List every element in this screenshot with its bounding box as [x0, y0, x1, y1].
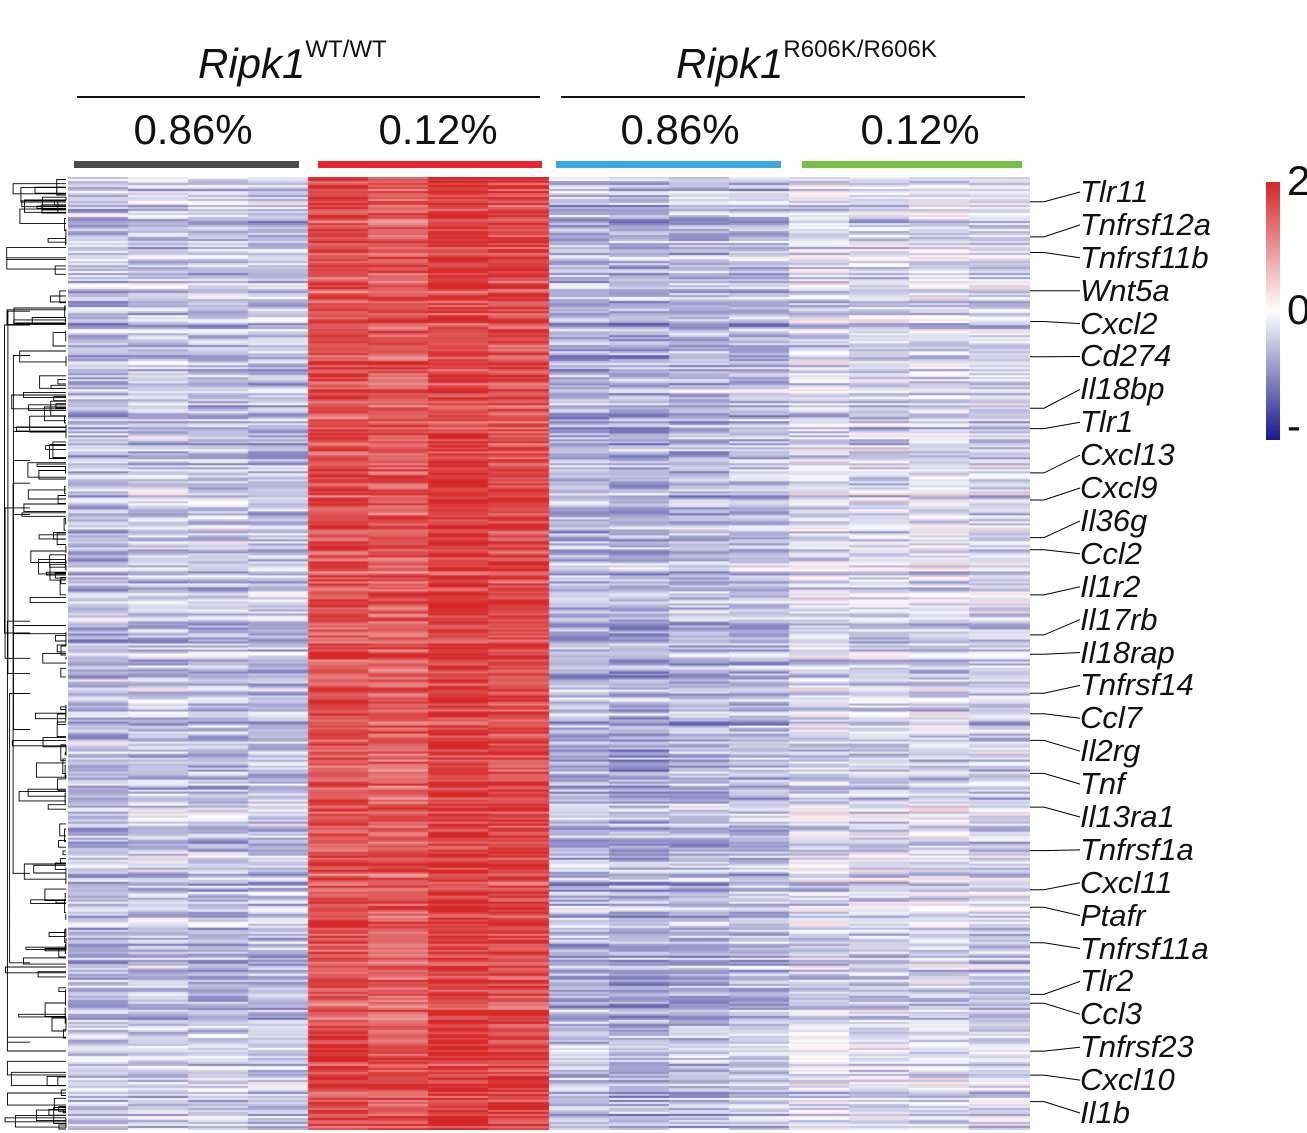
- color-scale-max-label: 2: [1287, 157, 1307, 204]
- condition-label-wt-high: 0.86%: [133, 106, 253, 153]
- leader-line-il18rap: [1030, 652, 1081, 655]
- group-title-mut-superscript: R606K/R606K: [783, 36, 937, 63]
- leader-line-tnf: [1030, 772, 1081, 785]
- dendrogram-branches: [4, 178, 67, 1130]
- color-scale-bar: [1266, 182, 1280, 440]
- gene-label-cxcl13: Cxcl13: [1080, 437, 1175, 473]
- gene-label-tlr2: Tlr2: [1080, 963, 1134, 999]
- leader-line-il18bp: [1030, 388, 1081, 409]
- gene-label-cxcl9: Cxcl9: [1080, 470, 1158, 506]
- color-scale-mid-label: 0: [1287, 286, 1307, 333]
- gene-leader-lines: [1030, 191, 1081, 1114]
- gene-label-tnfrsf11a: Tnfrsf11a: [1080, 930, 1209, 966]
- gene-label-il2rg: Il2rg: [1080, 733, 1141, 769]
- leader-line-cxcl9: [1030, 487, 1081, 501]
- group-title-wt-gene: Ripk1: [198, 40, 306, 87]
- row-dendrogram: [4, 178, 67, 1130]
- gene-label-tlr1: Tlr1: [1080, 404, 1134, 440]
- leader-line-tlr11: [1030, 191, 1081, 203]
- group-title-wt: Ripk1WT/WT: [198, 36, 387, 88]
- gene-label-ccl2: Ccl2: [1080, 535, 1143, 571]
- gene-label-tnfrsf14: Tnfrsf14: [1080, 667, 1194, 703]
- gene-label-cxcl11: Cxcl11: [1080, 864, 1173, 900]
- leader-line-ptafr: [1030, 906, 1081, 917]
- heatmap-cells: [68, 177, 1030, 1130]
- gene-label-tlr11: Tlr11: [1080, 174, 1149, 209]
- leader-line-cxcl2: [1030, 321, 1081, 325]
- leader-line-il36g: [1030, 520, 1081, 539]
- condition-bar-wt-low: [318, 161, 542, 168]
- gene-label-cd274: Cd274: [1080, 338, 1172, 374]
- leader-line-il1b: [1030, 1101, 1081, 1114]
- condition-label-wt-low: 0.12%: [378, 106, 498, 153]
- gene-label-cxcl10: Cxcl10: [1080, 1062, 1175, 1098]
- leader-line-il17rb: [1030, 619, 1081, 636]
- leader-line-ccl2: [1030, 549, 1081, 555]
- leader-line-tlr2: [1030, 980, 1081, 995]
- gene-label-ccl3: Ccl3: [1080, 996, 1143, 1032]
- condition-bar-mut-high: [556, 161, 781, 168]
- condition-bar-mut-low: [802, 161, 1022, 168]
- leader-line-ccl3: [1030, 1002, 1081, 1015]
- leader-line-cxcl10: [1030, 1074, 1081, 1081]
- condition-label-mut-low: 0.12%: [860, 106, 980, 153]
- condition-bar-wt-high: [74, 161, 299, 168]
- gene-label-ptafr: Ptafr: [1080, 897, 1146, 933]
- group-title-wt-superscript: WT/WT: [305, 36, 387, 63]
- group-underline-wt: [77, 96, 540, 98]
- gene-label-il36g: Il36g: [1080, 502, 1148, 538]
- gene-label-tnfrsf23: Tnfrsf23: [1080, 1029, 1194, 1065]
- gene-label-cxcl2: Cxcl2: [1080, 305, 1158, 341]
- gene-label-tnfrsf1a: Tnfrsf1a: [1080, 831, 1194, 867]
- leader-line-il13ra1: [1030, 806, 1081, 818]
- leader-line-il1r2: [1030, 586, 1081, 596]
- leader-line-tnfrsf12a: [1030, 224, 1081, 238]
- leader-line-tnfrsf23: [1030, 1046, 1081, 1052]
- gene-label-tnfrsf12a: Tnfrsf12a: [1080, 206, 1211, 242]
- gene-label-il17rb: Il17rb: [1080, 601, 1158, 637]
- gene-label-il1b: Il1b: [1080, 1095, 1130, 1130]
- gene-label-il13ra1: Il13ra1: [1080, 798, 1175, 834]
- leader-line-cxcl11: [1030, 882, 1081, 891]
- leader-line-cxcl13: [1030, 454, 1081, 474]
- gene-label-ccl7: Ccl7: [1080, 700, 1143, 736]
- leader-line-tnfrsf11a: [1030, 942, 1081, 949]
- gene-label-tnfrsf11b: Tnfrsf11b: [1080, 239, 1209, 275]
- leader-line-tnfrsf1a: [1030, 849, 1081, 852]
- group-title-mut: Ripk1R606K/R606K: [676, 36, 937, 88]
- condition-label-mut-high: 0.86%: [620, 106, 740, 153]
- gene-label-il1r2: Il1r2: [1080, 568, 1141, 604]
- color-scale-min-label: -: [1287, 402, 1301, 449]
- leader-line-tlr1: [1030, 421, 1081, 430]
- gene-label-il18rap: Il18rap: [1080, 634, 1175, 670]
- group-underline-mut: [561, 96, 1025, 98]
- gene-label-il18bp: Il18bp: [1080, 371, 1165, 407]
- group-title-mut-gene: Ripk1: [676, 40, 784, 87]
- gene-label-wnt5a: Wnt5a: [1080, 272, 1170, 308]
- leader-line-tnfrsf11b: [1030, 252, 1081, 259]
- leader-line-ccl7: [1030, 713, 1081, 719]
- leader-line-tnfrsf14: [1030, 684, 1081, 694]
- gene-label-tnf: Tnf: [1080, 766, 1125, 802]
- leader-line-il2rg: [1030, 739, 1081, 752]
